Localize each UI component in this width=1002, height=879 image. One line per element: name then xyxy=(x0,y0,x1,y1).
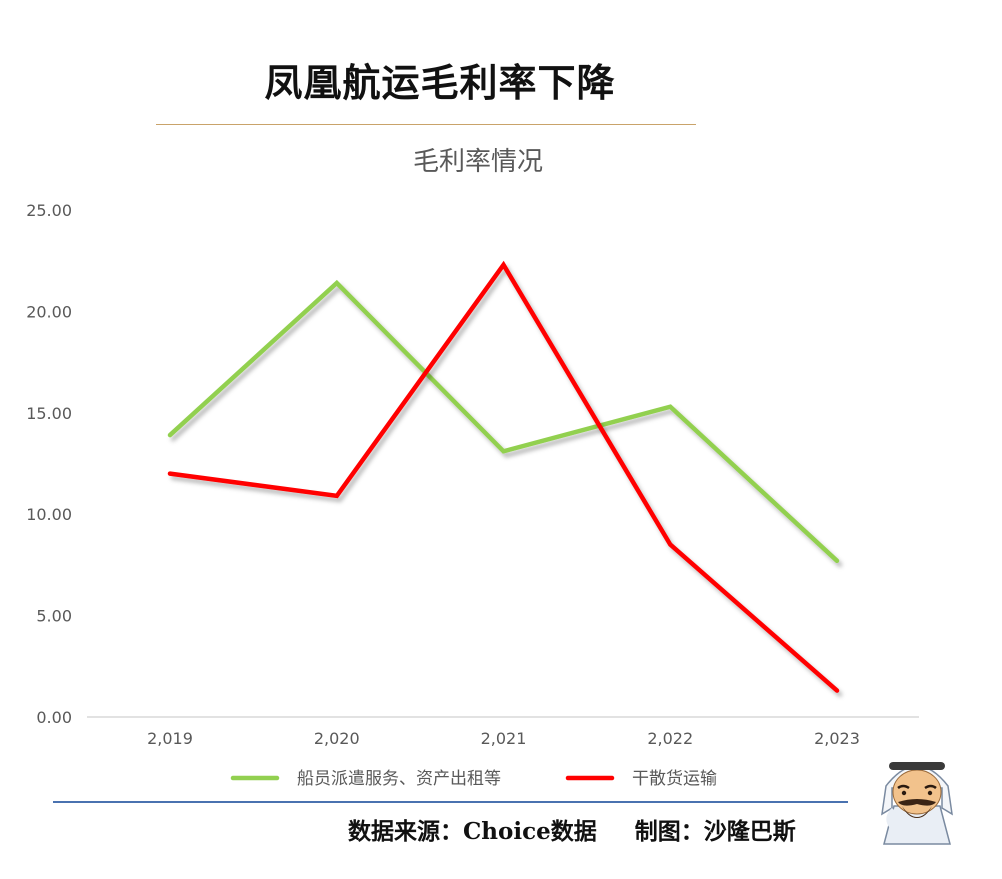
y-tick-label: 5.00 xyxy=(36,607,72,626)
y-tick-label: 15.00 xyxy=(26,404,72,423)
legend-label: 船员派遣服务、资产出租等 xyxy=(297,769,501,789)
footer: 数据来源：Choice数据 制图：沙隆巴斯 xyxy=(348,812,796,846)
series-line-1 xyxy=(167,260,840,693)
chart-credit: 制图：沙隆巴斯 xyxy=(634,818,796,845)
y-tick-label: 0.00 xyxy=(36,708,72,727)
y-tick-labels: 0.00 5.00 10.00 15.00 20.00 25.00 xyxy=(26,201,72,727)
y-tick-label: 10.00 xyxy=(26,505,72,524)
footer-divider xyxy=(53,801,848,803)
legend: 船员派遣服务、资产出租等 干散货运输 xyxy=(230,769,717,789)
x-tick-label: 2,022 xyxy=(647,729,693,748)
legend-label: 干散货运输 xyxy=(632,769,717,789)
series-lines xyxy=(167,260,840,693)
page-title: 凤凰航运毛利率下降 xyxy=(264,60,616,105)
x-tick-label: 2,020 xyxy=(314,729,360,748)
data-source: 数据来源：Choice数据 xyxy=(348,818,597,845)
chart-title: 毛利率情况 xyxy=(413,147,543,177)
y-tick-label: 25.00 xyxy=(26,201,72,220)
x-tick-label: 2,023 xyxy=(814,729,860,748)
x-tick-label: 2,021 xyxy=(481,729,527,748)
x-tick-label: 2,019 xyxy=(147,729,193,748)
x-tick-labels: 2,019 2,020 2,021 2,022 2,023 xyxy=(147,729,860,748)
mascot-icon xyxy=(881,762,953,845)
title-divider xyxy=(156,124,696,125)
series-line-0 xyxy=(167,279,840,564)
y-tick-label: 20.00 xyxy=(26,302,72,321)
